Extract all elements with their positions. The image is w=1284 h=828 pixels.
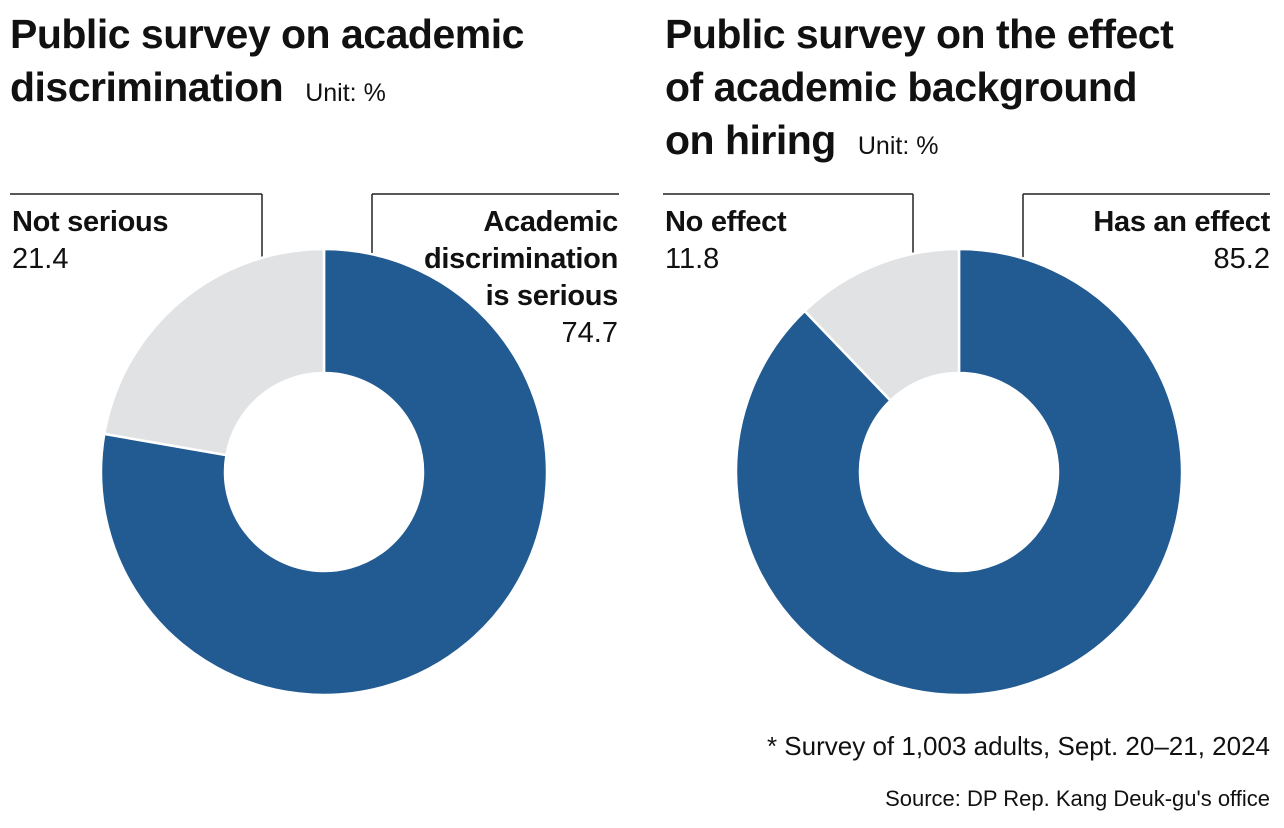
slice-label-not-serious: Not serious bbox=[12, 206, 169, 238]
legend-academic-discrimination-is-serious: Academic discrimination is serious 74.7 bbox=[424, 204, 618, 352]
survey-footnote: * Survey of 1,003 adults, Sept. 20–21, 2… bbox=[766, 731, 1270, 761]
chart-panel-hiring-effect: Public survey on the effect of academic … bbox=[655, 0, 1284, 720]
slice-value-no-effect: 11.8 bbox=[665, 243, 720, 275]
unit-label: Unit: % bbox=[857, 132, 939, 160]
slice-no-effect bbox=[802, 247, 961, 403]
source-credit: Source: DP Rep. Kang Deuk-gu's office bbox=[885, 786, 1270, 811]
slice-value-has-an-effect: 85.2 bbox=[1213, 243, 1270, 275]
slice-label-line-1: Academic bbox=[483, 206, 618, 238]
donut-chart-svg bbox=[663, 193, 1270, 697]
slice-value-academic-discrimination-is-serious: 74.7 bbox=[561, 317, 618, 349]
slice-label-line-2: discrimination bbox=[424, 243, 618, 275]
slice-has-an-effect bbox=[734, 247, 1184, 697]
slice-value-not-serious: 21.4 bbox=[12, 243, 69, 275]
slice-label-line-3: is serious bbox=[485, 280, 619, 312]
legend-not-serious: Not serious 21.4 bbox=[12, 204, 169, 278]
chart-title-line-2: discrimination bbox=[10, 64, 284, 110]
unit-label: Unit: % bbox=[305, 79, 386, 107]
chart-panel-academic-discrimination: Public survey on academic discrimination… bbox=[0, 0, 640, 720]
legend-has-an-effect: Has an effect 85.2 bbox=[1093, 204, 1270, 278]
slice-not-serious bbox=[102, 247, 326, 457]
chart-title-line-1: Public survey on academic bbox=[10, 11, 524, 57]
slice-label-has-an-effect: Has an effect bbox=[1093, 206, 1270, 238]
legend-no-effect: No effect 11.8 bbox=[665, 204, 787, 278]
slice-academic-discrimination-is-serious bbox=[99, 247, 549, 697]
chart-title-line-1: Public survey on the effect bbox=[665, 11, 1174, 57]
chart-title: Public survey on academic discrimination… bbox=[10, 8, 524, 120]
donut-chart-svg bbox=[10, 193, 619, 697]
chart-title-line-2: of academic background bbox=[665, 64, 1138, 110]
chart-title-line-3: on hiring bbox=[665, 117, 836, 163]
slice-label-no-effect: No effect bbox=[665, 206, 787, 238]
chart-title: Public survey on the effect of academic … bbox=[665, 8, 1174, 173]
